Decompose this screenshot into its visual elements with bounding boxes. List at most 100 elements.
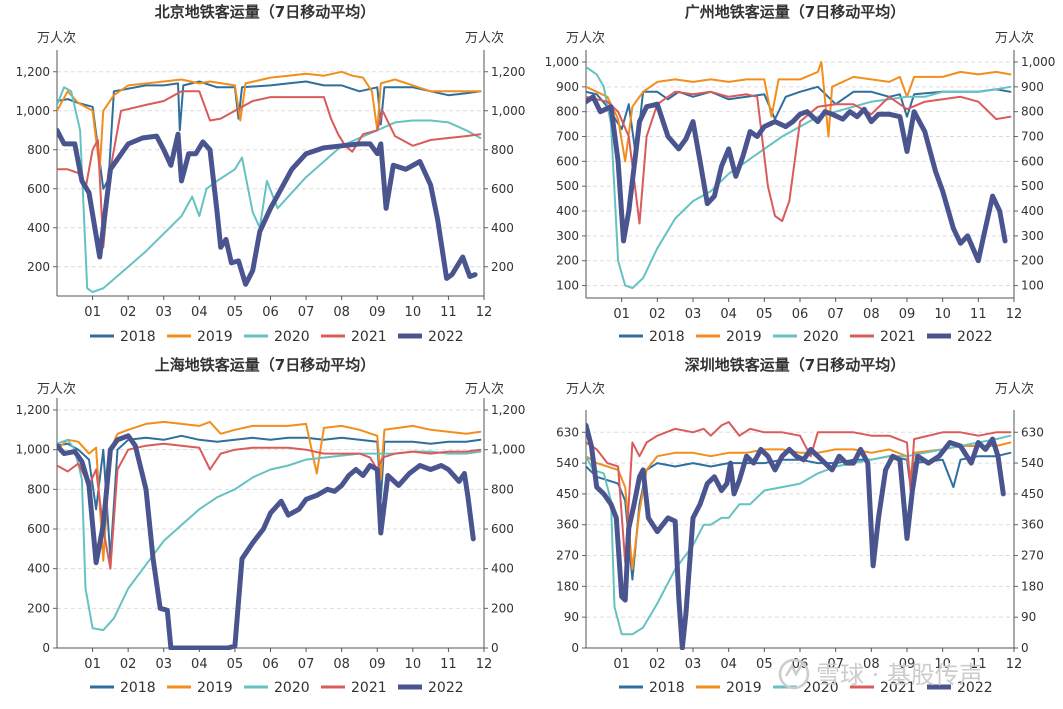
y-tick-label-right: 540 xyxy=(1021,456,1044,470)
y-tick-label-right: 270 xyxy=(1021,549,1044,563)
y-tick-label-right: 100 xyxy=(1021,279,1044,293)
y-axis-left-label: 万人次 xyxy=(37,30,76,46)
chart-title: 广州地铁客运量（7日移动平均） xyxy=(685,3,905,21)
legend-label: 2020 xyxy=(803,680,839,696)
y-tick-label-right: 90 xyxy=(1021,610,1036,624)
y-tick-label-right: 0 xyxy=(491,641,499,655)
legend-label: 2019 xyxy=(726,329,762,345)
legend-label: 2022 xyxy=(428,680,464,696)
legend-label: 2019 xyxy=(197,680,233,696)
y-tick-label-left: 900 xyxy=(556,80,579,94)
series-group xyxy=(586,421,1012,650)
y-tick-label-left: 800 xyxy=(27,482,50,496)
series-line-2019 xyxy=(57,420,482,562)
x-tick-label: 09 xyxy=(899,307,916,322)
x-tick-label: 09 xyxy=(369,305,386,320)
x-tick-label: 11 xyxy=(440,305,457,320)
x-tick-label: 08 xyxy=(863,657,880,672)
y-tick-label-left: 100 xyxy=(556,279,579,293)
y-tick-label-left: 600 xyxy=(556,154,579,168)
y-tick-label-right: 500 xyxy=(1021,179,1044,193)
x-tick-label: 01 xyxy=(613,657,630,672)
y-tick-label-right: 180 xyxy=(1021,579,1044,593)
series-line-2018 xyxy=(586,85,1012,158)
x-tick-label: 01 xyxy=(613,307,630,322)
y-tick-label-left: 200 xyxy=(27,260,50,274)
y-tick-label-left: 400 xyxy=(27,221,50,235)
series-line-2022 xyxy=(586,422,1006,650)
y-tick-label-left: 800 xyxy=(556,105,579,119)
y-tick-label-left: 540 xyxy=(556,456,579,470)
x-tick-label: 12 xyxy=(1006,657,1023,672)
x-tick-label: 10 xyxy=(934,657,951,672)
y-tick-label-right: 200 xyxy=(491,601,514,615)
x-tick-label: 06 xyxy=(262,657,279,672)
y-axis-right-label: 万人次 xyxy=(465,30,504,46)
x-tick-label: 11 xyxy=(440,657,457,672)
y-tick-label-left: 400 xyxy=(556,204,579,218)
y-tick-label-right: 800 xyxy=(491,482,514,496)
y-axis-left-label: 万人次 xyxy=(566,30,605,46)
x-tick-label: 12 xyxy=(1006,307,1023,322)
legend-label: 2021 xyxy=(351,329,387,345)
y-tick-label-left: 300 xyxy=(556,229,579,243)
chart-title: 深圳地铁客运量（7日移动平均） xyxy=(685,356,905,374)
legend-label: 2020 xyxy=(803,329,839,345)
legend-label: 2018 xyxy=(649,680,685,696)
y-tick-label-right: 700 xyxy=(1021,130,1044,144)
series-group xyxy=(57,70,482,294)
x-tick-label: 12 xyxy=(476,305,493,320)
y-tick-label-right: 200 xyxy=(491,260,514,274)
chart-panel-1: 北京地铁客运量（7日移动平均） 万人次 万人次 200 200 400 400 600 600 8… xyxy=(16,3,526,345)
x-tick-label: 10 xyxy=(405,305,422,320)
y-tick-label-left: 270 xyxy=(556,549,579,563)
legend: 2018 2019 2020 2021 2022 xyxy=(619,329,993,345)
series-line-2021 xyxy=(57,90,482,249)
series-line-2021 xyxy=(586,421,1012,564)
y-tick-label-right: 1,000 xyxy=(491,443,525,457)
x-tick-label: 03 xyxy=(685,657,702,672)
x-tick-label: 07 xyxy=(298,657,315,672)
legend-label: 2021 xyxy=(351,680,387,696)
y-tick-label-left: 1,000 xyxy=(16,104,50,118)
x-tick-label: 04 xyxy=(720,657,737,672)
y-tick-label-right: 800 xyxy=(1021,105,1044,119)
x-tick-label: 02 xyxy=(120,305,137,320)
chart-title: 上海地铁客运量（7日移动平均） xyxy=(155,356,375,374)
series-line-2019 xyxy=(586,61,1012,163)
x-tick-label: 02 xyxy=(649,657,666,672)
x-tick-label: 06 xyxy=(792,307,809,322)
x-tick-label: 05 xyxy=(756,657,773,672)
series-line-2019 xyxy=(586,441,1012,571)
y-tick-label-left: 700 xyxy=(556,130,579,144)
y-axis-right-label: 万人次 xyxy=(995,30,1034,46)
x-tick-label: 04 xyxy=(191,305,208,320)
watermark: 雪球 · 基股传声 xyxy=(776,652,1038,692)
y-tick-label-left: 0 xyxy=(571,641,579,655)
series-line-2021 xyxy=(586,90,1012,225)
y-tick-label-right: 300 xyxy=(1021,229,1044,243)
y-tick-label-left: 180 xyxy=(556,579,579,593)
y-axis-left-label: 万人次 xyxy=(37,381,76,397)
y-tick-label-right: 360 xyxy=(1021,518,1044,532)
watermark-text: 雪球 · 基股传声 xyxy=(816,661,983,689)
y-axis-left-label: 万人次 xyxy=(566,381,605,397)
y-tick-label-right: 600 xyxy=(491,182,514,196)
legend: 2018 2019 2020 2021 2022 xyxy=(90,329,464,345)
x-tick-label: 07 xyxy=(827,657,844,672)
y-axis-right-label: 万人次 xyxy=(465,381,504,397)
x-tick-label: 03 xyxy=(685,307,702,322)
x-tick-label: 08 xyxy=(333,657,350,672)
legend-label: 2019 xyxy=(726,680,762,696)
y-tick-label-left: 1,000 xyxy=(16,443,50,457)
y-tick-label-left: 360 xyxy=(556,518,579,532)
x-tick-label: 12 xyxy=(476,657,493,672)
series-line-2019 xyxy=(57,70,482,171)
x-tick-label: 09 xyxy=(369,657,386,672)
y-tick-label-right: 0 xyxy=(1021,641,1029,655)
x-tick-label: 05 xyxy=(227,305,244,320)
series-line-2021 xyxy=(57,442,482,570)
y-tick-label-right: 600 xyxy=(1021,154,1044,168)
